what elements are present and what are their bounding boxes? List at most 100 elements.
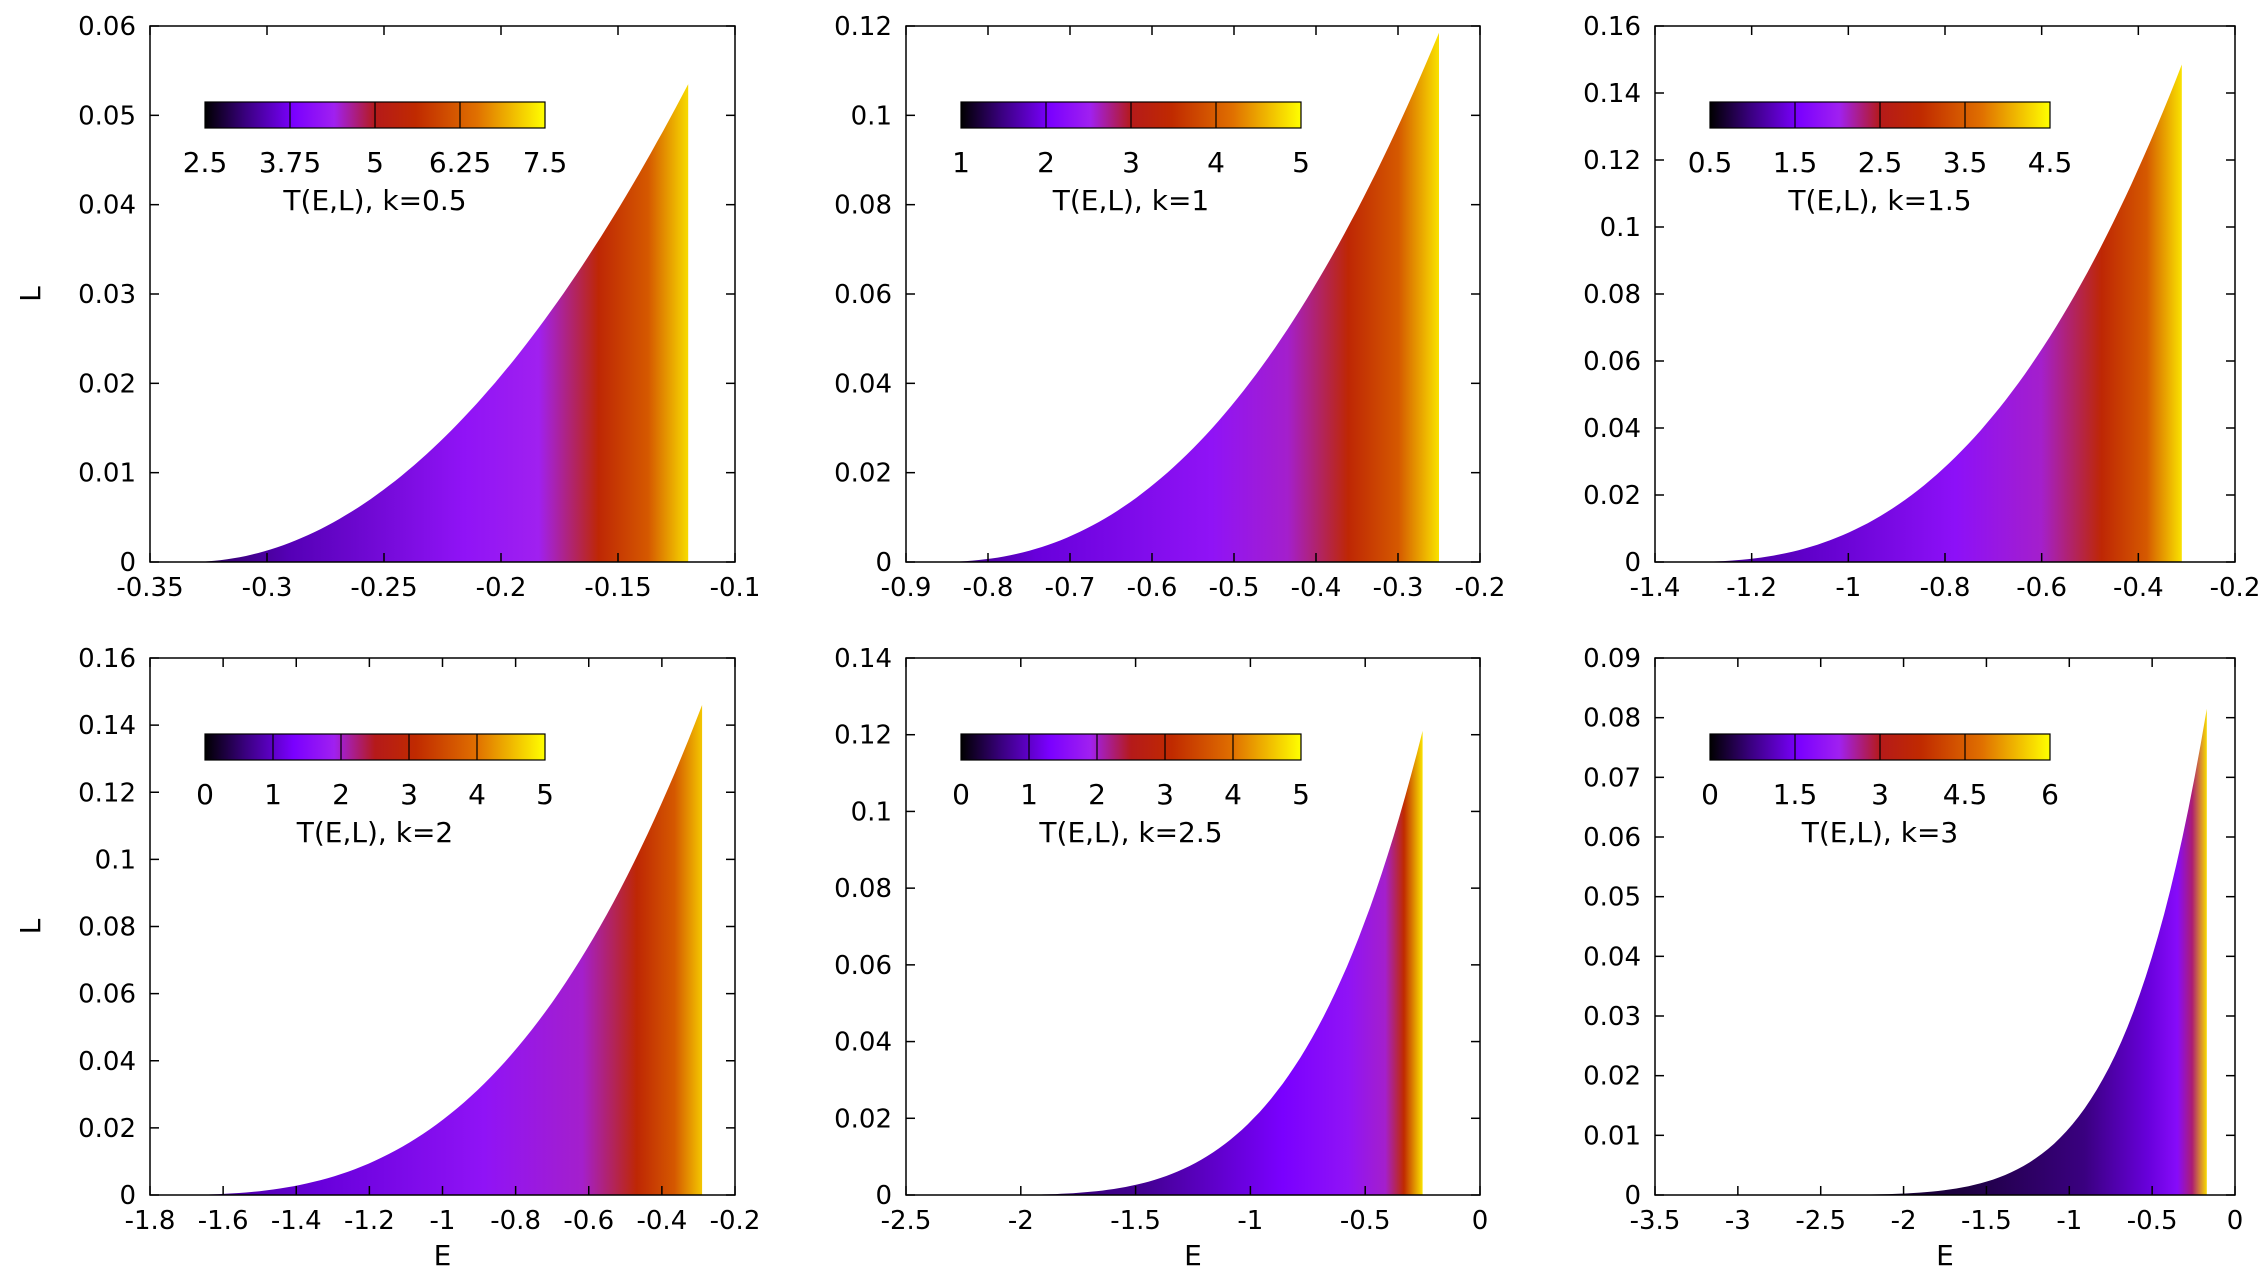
y-tick-label: 0.08 <box>834 874 892 904</box>
colorbar-title: T(E,L), k=0.5 <box>282 184 466 217</box>
y-tick-label: 0.01 <box>78 459 136 489</box>
colorbar-tick-label: 2.5 <box>183 146 228 179</box>
y-tick-label: 0.08 <box>1583 280 1641 310</box>
y-tick-label: 0.04 <box>78 1047 136 1077</box>
y-tick-label: 0.07 <box>1583 763 1641 793</box>
x-tick-label: -0.6 <box>1127 573 1178 603</box>
x-tick-label: -1 <box>430 1206 456 1236</box>
colorbar-tick-label: 4 <box>1207 146 1225 179</box>
heatmap-region <box>1718 708 2207 1195</box>
colorbar <box>960 733 1302 761</box>
x-tick-label: -2 <box>1891 1206 1917 1236</box>
colorbar-tick-label: 1.5 <box>1773 146 1818 179</box>
heatmap-region <box>956 730 1423 1195</box>
heatmap-region <box>1679 64 2182 562</box>
x-tick-label: -3 <box>1725 1206 1751 1236</box>
x-tick-label: -0.4 <box>1291 573 1342 603</box>
y-tick-label: 0 <box>875 548 892 578</box>
y-tick-label: 0.06 <box>834 280 892 310</box>
x-tick-label: -0.2 <box>1455 573 1506 603</box>
x-tick-label: -2.5 <box>1795 1206 1846 1236</box>
colorbar-tick-label: 5 <box>1292 778 1310 811</box>
x-tick-label: -0.4 <box>637 1206 688 1236</box>
colorbar-tick-label: 5 <box>366 146 384 179</box>
x-tick-label: -0.4 <box>2113 573 2164 603</box>
x-axis-label: E <box>1936 1239 1954 1272</box>
colorbar-tick-label: 4.5 <box>1943 778 1988 811</box>
x-tick-label: -0.5 <box>2127 1206 2178 1236</box>
colorbar-tick-label: 5 <box>1292 146 1310 179</box>
colorbar-tick-label: 4 <box>468 778 486 811</box>
y-tick-label: 0.06 <box>78 12 136 42</box>
colorbar-tick-label: 1 <box>1020 778 1038 811</box>
y-tick-label: 0.03 <box>78 280 136 310</box>
colorbar-tick-label: 0.5 <box>1688 146 1733 179</box>
y-tick-label: 0.08 <box>834 191 892 221</box>
y-tick-label: 0.14 <box>78 711 136 741</box>
x-tick-label: -1.5 <box>1110 1206 1161 1236</box>
panel-k-2_5: -2.5 -2 -1.5 -1 -0.5 0 0 0.02 0.04 0.06 0.08 0.1 0.1… <box>834 644 1488 1272</box>
y-tick-label: 0.16 <box>78 644 136 674</box>
x-tick-label: -0.7 <box>1045 573 1096 603</box>
x-tick-label: -0.6 <box>2016 573 2067 603</box>
x-tick-label: 0 <box>2227 1206 2244 1236</box>
x-tick-label: -0.8 <box>963 573 1014 603</box>
colorbar-tick-label: 2.5 <box>1858 146 1903 179</box>
plot-frame <box>1654 657 2236 1196</box>
panel-k-3: -3.5 -3 -2.5 -2 -1.5 -1 -0.5 0 0 0.01 0.02 0.03 0.04… <box>1583 644 2243 1272</box>
y-tick-label: 0.1 <box>95 845 136 875</box>
x-tick-label: -3.5 <box>1630 1206 1681 1236</box>
y-tick-label: 0.1 <box>1600 213 1641 243</box>
y-tick-label: 0.02 <box>1583 481 1641 511</box>
y-tick-label: 0.14 <box>1583 79 1641 109</box>
colorbar-tick-label: 0 <box>196 778 214 811</box>
y-tick-label: 0.04 <box>1583 942 1641 972</box>
colorbar-tick-label: 3 <box>1122 146 1140 179</box>
colorbar-title: T(E,L), k=1.5 <box>1787 184 1971 217</box>
colorbar-tick-label: 3.5 <box>1943 146 1988 179</box>
colorbar-tick-label: 3 <box>1156 778 1174 811</box>
panel-k-1: -0.9 -0.8 -0.7 -0.6 -0.5 -0.4 -0.3 -0.2 0 0.02 0.0… <box>834 12 1505 603</box>
y-tick-label: 0.09 <box>1583 644 1641 674</box>
colorbar-tick-label: 3 <box>1871 778 1889 811</box>
colorbar-tick-label: 3 <box>400 778 418 811</box>
y-tick-label: 0 <box>119 548 136 578</box>
heatmap-region <box>189 84 689 562</box>
y-tick-label: 0.01 <box>1583 1121 1641 1151</box>
x-tick-label: -1.5 <box>1961 1206 2012 1236</box>
y-tick-label: 0.06 <box>78 980 136 1010</box>
colorbar-tick-label: 7.5 <box>523 146 568 179</box>
x-tick-label: -0.9 <box>881 573 932 603</box>
y-tick-label: 0.02 <box>1583 1062 1641 1092</box>
y-tick-label: 0 <box>1624 1181 1641 1211</box>
y-tick-label: 0.08 <box>1583 704 1641 734</box>
y-tick-label: 0.06 <box>834 951 892 981</box>
y-tick-label: 0.06 <box>1583 823 1641 853</box>
y-tick-label: 0.06 <box>1583 347 1641 377</box>
x-tick-label: -1.8 <box>125 1206 176 1236</box>
x-tick-label: -2.5 <box>881 1206 932 1236</box>
y-tick-label: 0 <box>119 1181 136 1211</box>
x-tick-label: -0.8 <box>1920 573 1971 603</box>
colorbar-tick-label: 1.5 <box>1773 778 1818 811</box>
colorbar-title: T(E,L), k=1 <box>1052 184 1209 217</box>
x-tick-label: -0.3 <box>242 573 293 603</box>
colorbar-title: T(E,L), k=2.5 <box>1038 816 1222 849</box>
colorbar-title: T(E,L), k=2 <box>296 816 453 849</box>
y-tick-label: 0.04 <box>78 191 136 221</box>
x-tick-label: -0.2 <box>710 1206 761 1236</box>
x-tick-label: -1 <box>1835 573 1861 603</box>
y-tick-label: 0.05 <box>78 101 136 131</box>
colorbar-tick-label: 2 <box>332 778 350 811</box>
x-axis-label: E <box>434 1239 452 1272</box>
x-tick-label: -1.6 <box>198 1206 249 1236</box>
x-axis-label: E <box>1184 1239 1202 1272</box>
y-tick-label: 0.14 <box>834 644 892 674</box>
y-tick-label: 0.04 <box>834 1028 892 1058</box>
colorbar-tick-label: 1 <box>264 778 282 811</box>
x-tick-label: -0.1 <box>710 573 761 603</box>
y-axis-label: L <box>14 286 47 302</box>
x-tick-label: -0.6 <box>563 1206 614 1236</box>
colorbar-tick-label: 6 <box>2041 778 2059 811</box>
panel-k-1_5: -1.4 -1.2 -1 -0.8 -0.6 -0.4 -0.2 0 0.02 0.04 0.06 0… <box>1583 12 2260 603</box>
